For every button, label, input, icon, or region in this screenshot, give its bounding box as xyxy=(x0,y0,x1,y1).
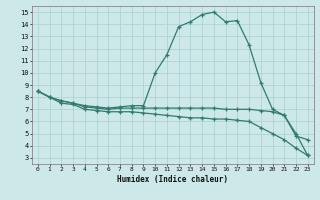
X-axis label: Humidex (Indice chaleur): Humidex (Indice chaleur) xyxy=(117,175,228,184)
